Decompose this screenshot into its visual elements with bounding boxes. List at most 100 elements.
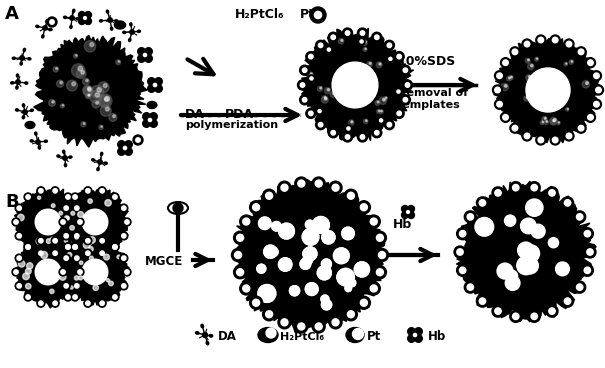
Circle shape [387,56,394,63]
Circle shape [316,120,325,130]
Circle shape [299,95,310,105]
Circle shape [79,11,85,18]
Circle shape [38,196,41,199]
Circle shape [408,335,415,342]
Circle shape [306,283,318,296]
Circle shape [503,214,517,227]
Circle shape [37,249,45,257]
Circle shape [407,210,410,213]
Circle shape [73,254,81,262]
Circle shape [86,238,90,243]
Circle shape [517,256,535,275]
Polygon shape [456,181,596,322]
Circle shape [298,180,305,187]
Circle shape [53,251,57,255]
Circle shape [317,266,332,280]
Circle shape [37,299,45,307]
Circle shape [39,189,43,193]
Circle shape [122,234,126,238]
Circle shape [457,264,469,276]
Circle shape [173,203,183,213]
Ellipse shape [36,25,39,28]
Circle shape [111,293,119,301]
Circle shape [318,43,323,47]
Circle shape [90,43,94,47]
Ellipse shape [209,335,213,337]
Circle shape [272,222,281,231]
Circle shape [83,242,90,249]
Circle shape [234,231,247,244]
Text: Removal of: Removal of [398,88,468,98]
Circle shape [84,40,96,52]
Circle shape [125,220,129,224]
Circle shape [113,115,116,118]
Circle shape [342,227,355,240]
Circle shape [258,217,271,230]
Circle shape [306,109,316,118]
Circle shape [76,218,84,226]
Polygon shape [15,188,82,256]
Circle shape [82,259,108,285]
Ellipse shape [57,155,60,157]
Ellipse shape [168,202,188,214]
Circle shape [281,184,288,191]
Circle shape [66,216,70,220]
Ellipse shape [115,20,118,22]
Circle shape [364,119,368,124]
Circle shape [70,286,73,289]
Circle shape [50,289,54,294]
Text: H₂PtCl₆: H₂PtCl₆ [280,332,324,342]
Circle shape [372,32,382,42]
Circle shape [403,98,408,102]
Circle shape [375,100,380,105]
Circle shape [264,245,277,258]
Circle shape [497,73,502,79]
Circle shape [362,40,367,45]
Circle shape [71,211,74,215]
Circle shape [295,320,308,333]
Circle shape [143,120,150,127]
Circle shape [394,52,404,61]
Ellipse shape [22,116,25,119]
Circle shape [569,60,574,64]
Circle shape [123,268,131,276]
Circle shape [332,319,339,326]
Circle shape [300,259,311,269]
Ellipse shape [97,167,99,171]
Circle shape [62,254,70,262]
Circle shape [497,263,513,279]
Circle shape [270,220,282,232]
Circle shape [122,284,126,288]
Circle shape [64,284,68,288]
Circle shape [476,197,488,209]
Circle shape [303,248,313,259]
Circle shape [526,199,543,216]
Circle shape [571,61,573,62]
Circle shape [509,75,513,80]
Circle shape [402,80,413,90]
Circle shape [109,281,113,286]
Circle shape [143,113,150,120]
Circle shape [520,218,536,234]
Circle shape [492,85,503,95]
Circle shape [348,279,356,287]
Circle shape [479,298,486,304]
Circle shape [60,104,64,108]
Circle shape [73,195,77,199]
Circle shape [51,249,59,257]
Circle shape [300,83,305,87]
Circle shape [302,229,319,245]
Circle shape [99,96,110,106]
Circle shape [592,99,601,109]
Ellipse shape [46,20,48,23]
Circle shape [253,204,260,211]
Circle shape [321,295,329,303]
Circle shape [257,283,277,303]
Circle shape [258,216,272,230]
Circle shape [25,283,31,289]
Circle shape [250,201,263,214]
Circle shape [125,141,132,148]
Circle shape [90,256,93,260]
Circle shape [76,69,86,79]
Circle shape [561,295,574,307]
